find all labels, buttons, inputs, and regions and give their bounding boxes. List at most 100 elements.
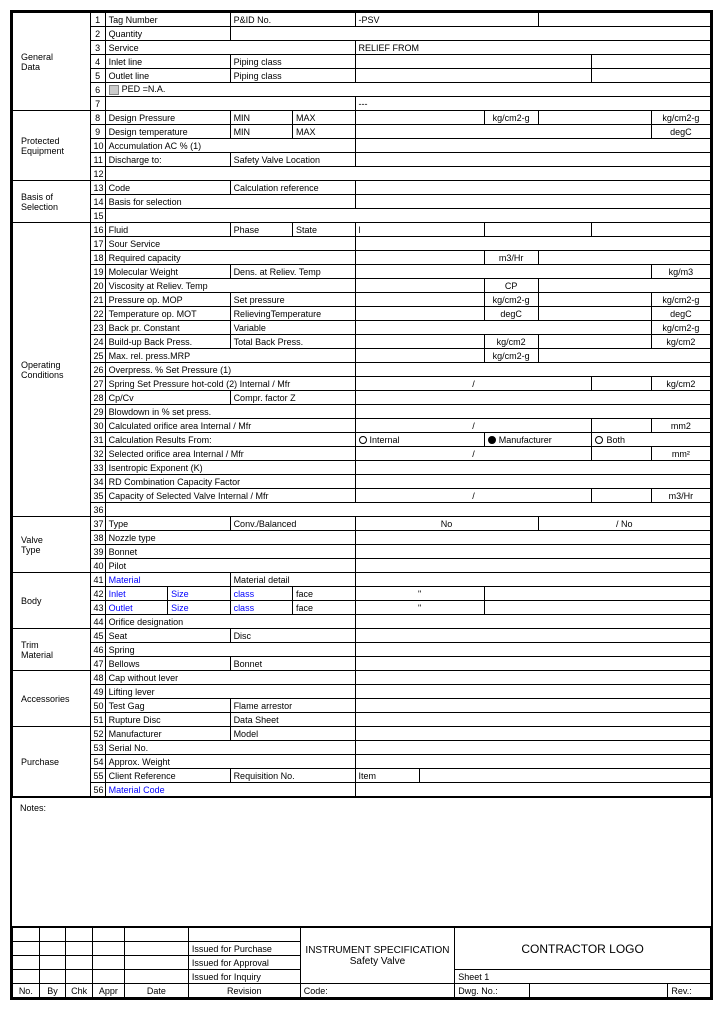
field-label: Nozzle type [105,531,355,545]
spec-table: GeneralData 1 Tag Number P&ID No. -PSV 2… [12,12,711,797]
section-protected: ProtectedEquipment [13,111,91,181]
field-value [105,209,710,223]
field-label: Cp/Cv [105,391,230,405]
row-num: 31 [90,433,105,447]
field-label: Bonnet [230,657,355,671]
sheet-label: Sheet 1 [455,970,711,984]
row-num: 30 [90,419,105,433]
section-accessories: Accessories [13,671,91,727]
field-label: Spring [105,643,355,657]
field-value [355,195,710,209]
col-header: Appr [92,984,124,998]
field-label: Calculation Results From: [105,433,355,447]
field-value [355,545,710,559]
field-label: Inlet line [105,55,230,69]
field-value [355,307,484,321]
field-value [355,405,710,419]
row-num: 14 [90,195,105,209]
unit-label: kg/cm2 [651,377,710,391]
row-num: 49 [90,685,105,699]
field-value [355,69,592,83]
unit-label: kg/cm2-g [484,349,538,363]
field-value [484,587,710,601]
rev-cell [13,970,40,984]
field-label: Selected orifice area Internal / Mfr [105,447,355,461]
row-num: 52 [90,727,105,741]
field-label: Material [105,573,230,587]
field-label: Build-up Back Press. [105,335,230,349]
field-value [538,349,710,363]
field-value [355,559,710,573]
field-value [538,307,651,321]
field-value [355,335,484,349]
field-label: Blowdown in % set press. [105,405,355,419]
field-value [355,55,592,69]
row-num: 51 [90,713,105,727]
row-num: 17 [90,237,105,251]
field-label: Size [168,601,230,615]
spec-title: INSTRUMENT SPECIFICATIONSafety Valve [300,928,455,984]
unit-label: kg/cm2-g [484,293,538,307]
row-num: 46 [90,643,105,657]
field-label: Calculation reference [230,181,355,195]
radio-both[interactable]: Both [592,433,711,447]
field-value [105,503,710,517]
field-label: Viscosity at Reliev. Temp [105,279,355,293]
row-num: 6 [90,83,105,97]
radio-manufacturer[interactable]: Manufacturer [484,433,592,447]
radio-label: Manufacturer [499,435,552,445]
row-num: 29 [90,405,105,419]
field-label: Pressure op. MOP [105,293,230,307]
field-label: P&ID No. [230,13,355,27]
field-label: Piping class [230,69,355,83]
field-value: / No [538,517,710,531]
row-num: 18 [90,251,105,265]
row-num: 4 [90,55,105,69]
row-num: 32 [90,447,105,461]
field-label: Code [105,181,230,195]
rev-cell [39,956,66,970]
row-num: 8 [90,111,105,125]
issued-label: Issued for Approval [188,956,300,970]
title-line1: INSTRUMENT SPECIFICATION [305,945,449,956]
row-num: 28 [90,391,105,405]
row-num: 27 [90,377,105,391]
unit-label: degC [651,307,710,321]
row-num: 40 [90,559,105,573]
field-value [355,363,710,377]
field-value [355,125,651,139]
row-num: 13 [90,181,105,195]
field-label: MIN [230,111,292,125]
radio-internal[interactable]: Internal [355,433,484,447]
field-label: Test Gag [105,699,230,713]
field-value [355,461,710,475]
field-label: Accumulation AC % (1) [105,139,355,153]
col-header: Dwg. No.: [455,984,530,998]
unit-label: kg/m3 [651,265,710,279]
row-num: 16 [90,223,105,237]
row-num: 3 [90,41,105,55]
field-value [230,27,710,41]
unit-label: kg/cm2-g [651,293,710,307]
rev-cell [124,956,188,970]
field-label: face [293,601,355,615]
radio-icon [359,436,367,444]
datasheet: GeneralData 1 Tag Number P&ID No. -PSV 2… [10,10,713,1000]
col-header: Revision [188,984,300,998]
field-label: Outlet line [105,69,230,83]
field-label: Design temperature [105,125,230,139]
field-value [538,293,651,307]
checkbox-icon[interactable] [109,85,119,95]
section-valve: ValveType [13,517,91,573]
field-label: Required capacity [105,251,355,265]
field-label: PED =N.A. [105,83,710,97]
field-label: Model [230,727,355,741]
row-num: 10 [90,139,105,153]
row-num: 36 [90,503,105,517]
row-num: 1 [90,13,105,27]
field-label: Manufacturer [105,727,230,741]
field-value [355,391,710,405]
col-header: Chk [66,984,93,998]
field-value [529,984,668,998]
field-value [355,321,651,335]
